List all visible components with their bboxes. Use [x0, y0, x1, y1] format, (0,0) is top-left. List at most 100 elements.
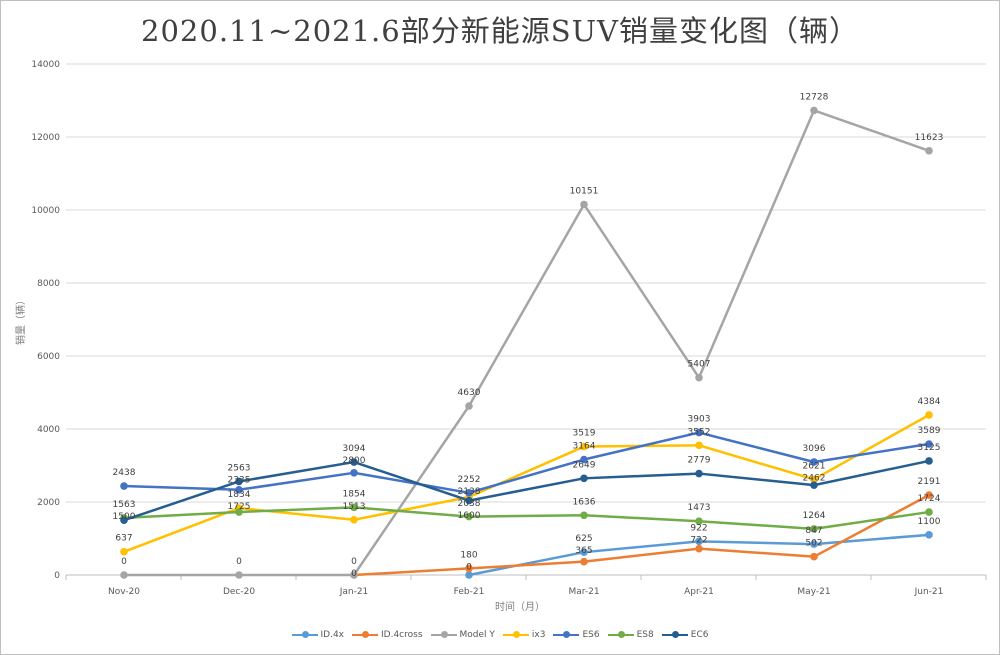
- legend-item: ES6: [553, 630, 600, 640]
- data-point: [235, 571, 243, 579]
- legend-label: ID.4cross: [381, 630, 423, 640]
- data-label: 2462: [803, 473, 826, 483]
- data-point: [695, 441, 703, 450]
- legend-marker-icon: [440, 631, 448, 638]
- data-point: [235, 508, 243, 516]
- data-point: [695, 428, 703, 437]
- data-label: 1513: [343, 502, 366, 512]
- data-label: 365: [575, 546, 592, 556]
- data-point: [695, 373, 703, 382]
- x-tick-label: May-21: [797, 587, 830, 597]
- data-label: 625: [575, 534, 592, 544]
- data-label: 1473: [688, 503, 711, 513]
- series-line-ec6: [123, 459, 930, 522]
- legend-marker-icon: [563, 631, 571, 638]
- legend-label: EC6: [690, 630, 709, 640]
- data-point: [810, 525, 818, 533]
- data-point: [235, 477, 243, 486]
- data-label: 2138: [458, 487, 481, 497]
- data-label: 1724: [918, 494, 941, 504]
- y-tick-label: 14000: [31, 60, 60, 70]
- data-point: [695, 544, 703, 553]
- data-label: 0: [236, 557, 242, 567]
- data-point: [465, 571, 473, 579]
- data-point: [695, 469, 703, 478]
- legend-label: ES6: [582, 630, 600, 640]
- data-point: [925, 146, 933, 155]
- series-line-model-y: [124, 109, 930, 577]
- x-tick-label: Dec-20: [223, 587, 255, 597]
- data-label: 1600: [458, 511, 481, 521]
- legend-item: ix3: [502, 630, 545, 640]
- y-tick-label: 2000: [37, 498, 60, 508]
- legend-marker-icon: [671, 631, 679, 638]
- data-label: 2563: [228, 463, 251, 473]
- series-line-id-4cross: [353, 493, 930, 577]
- data-point: [810, 552, 818, 561]
- data-label: 3519: [573, 429, 596, 439]
- data-point: [580, 200, 588, 209]
- data-point: [120, 547, 128, 556]
- data-label: 2779: [688, 456, 711, 466]
- data-label: 3552: [688, 427, 711, 437]
- data-label: 3164: [573, 442, 596, 452]
- data-label: 11623: [915, 133, 944, 143]
- data-point: [810, 106, 818, 115]
- data-point: [580, 548, 588, 556]
- y-tick-label: 10000: [31, 206, 60, 216]
- legend-marker-icon: [617, 631, 625, 638]
- data-label: 1636: [573, 497, 596, 507]
- data-point: [810, 540, 818, 548]
- data-label: 0: [351, 557, 357, 567]
- data-point: [810, 458, 818, 466]
- data-point: [120, 516, 128, 525]
- data-label: 637: [115, 534, 132, 544]
- y-axis-label: 销量（辆）: [14, 295, 27, 345]
- x-tick-label: Jun-21: [914, 587, 944, 597]
- legend-item: EC6: [661, 630, 709, 640]
- y-tick-label: 6000: [37, 352, 60, 362]
- data-label: 2649: [573, 460, 596, 470]
- y-tick-label: 12000: [31, 133, 60, 143]
- data-point: [810, 481, 818, 489]
- data-label: 1854: [343, 489, 366, 499]
- legend-label: ES8: [636, 630, 654, 640]
- data-label: 2191: [918, 477, 941, 487]
- data-label: 1500: [113, 512, 136, 522]
- legend-label: ID.4x: [320, 630, 345, 640]
- data-label: 502: [805, 539, 822, 549]
- data-label: 3125: [918, 443, 941, 453]
- data-label: 4384: [918, 397, 941, 407]
- data-point: [235, 485, 243, 494]
- data-label: 0: [351, 569, 357, 579]
- data-label: 2335: [228, 475, 251, 485]
- data-label: 847: [805, 526, 822, 536]
- legend: ID.4x ID.4cross Model Y ix3 ES6 ES8 EC6: [0, 630, 1000, 640]
- data-label: 10151: [570, 186, 599, 196]
- legend-marker-icon: [512, 631, 520, 638]
- data-label: 4630: [458, 388, 481, 398]
- data-point: [580, 511, 588, 520]
- data-point: [120, 571, 128, 579]
- legend-swatch: [352, 631, 379, 638]
- y-tick-label: 8000: [37, 279, 60, 289]
- data-label: 1100: [918, 517, 941, 527]
- y-tick-label: 0: [54, 571, 60, 581]
- data-label: 5407: [688, 360, 711, 370]
- data-point: [580, 557, 588, 566]
- data-point: [120, 482, 128, 490]
- data-label: 2800: [343, 456, 366, 466]
- x-axis-label: 时间（月）: [495, 600, 545, 613]
- data-point: [580, 442, 588, 451]
- legend-swatch: [607, 631, 634, 638]
- legend-swatch: [661, 631, 688, 638]
- data-label: 1563: [113, 500, 136, 510]
- data-point: [925, 508, 933, 516]
- data-point: [925, 531, 933, 539]
- data-label: 0: [121, 557, 127, 567]
- data-point: [350, 571, 358, 579]
- data-point: [925, 491, 933, 499]
- data-label: 1725: [228, 502, 251, 512]
- legend-swatch: [553, 631, 580, 638]
- legend-item: Model Y: [430, 630, 495, 640]
